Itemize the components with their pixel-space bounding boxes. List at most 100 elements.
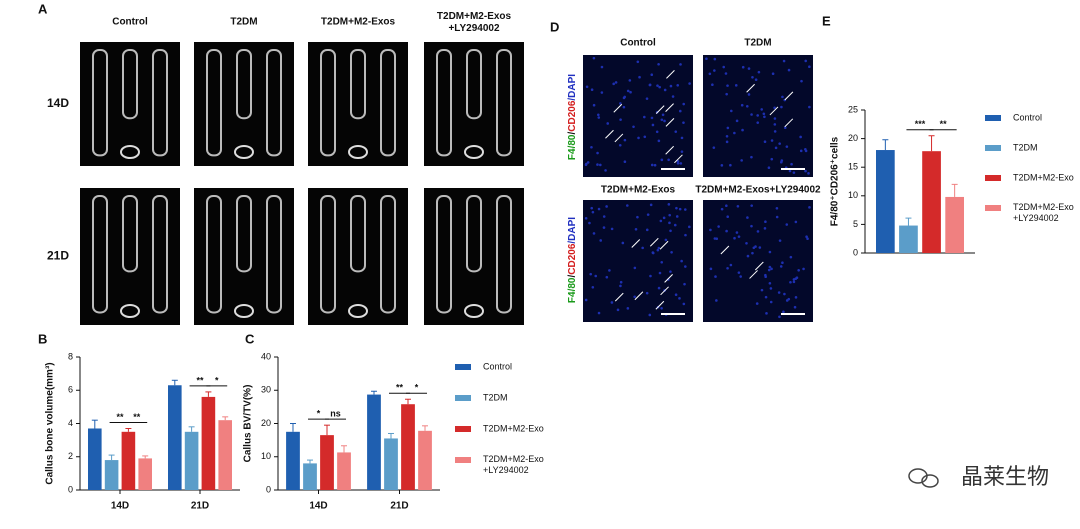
bone-shape [122,49,138,120]
nucleus [680,136,684,140]
nucleus [790,162,793,166]
arrow [784,118,794,128]
nucleus [779,265,783,268]
nucleus [660,307,663,310]
nucleus [783,126,787,130]
legend-label: Control [1013,112,1042,122]
row-label: 14D [47,96,69,110]
nucleus [605,275,609,279]
arrow [634,291,644,301]
nucleus [764,273,767,277]
nucleus [600,91,604,94]
bar [418,430,432,490]
nucleus [678,109,682,113]
bar [286,431,300,490]
nucleus [726,266,729,270]
y-tick-label: 15 [848,162,858,172]
nucleus [763,227,767,230]
nucleus [739,275,742,278]
nucleus [737,235,741,238]
nucleus [597,207,601,211]
arrow [665,118,675,127]
nucleus [680,150,684,153]
nucleus [746,216,749,219]
nucleus [590,206,594,210]
panel-label: E [822,13,831,28]
nucleus [650,73,654,77]
bar [367,394,381,490]
nucleus [602,226,606,229]
nucleus [592,56,596,60]
nucleus [636,60,640,64]
nucleus [775,215,779,219]
y-tick-label: 4 [68,418,73,428]
significance-label: ** [116,412,124,422]
nucleus [633,295,636,299]
arrow [655,300,665,310]
bar [320,435,334,490]
nucleus [737,271,741,274]
bone-shape [92,49,108,157]
bone-section [464,304,484,318]
nucleus [660,260,664,264]
column-header: T2DM+M2-Exos+LY294002 [695,185,821,196]
y-axis-label: Callus BV/TV(%) [243,385,254,463]
y-tick-label: 2 [68,451,73,461]
nucleus [740,103,744,107]
nucleus [657,139,661,143]
stain-part: F4/80 [567,277,578,303]
arrow [655,105,665,114]
nucleus [678,207,682,211]
significance-label: * [415,383,419,393]
nucleus [600,65,604,69]
nucleus [645,228,649,232]
nucleus [726,215,730,219]
stain-part: /DAPI [567,74,578,101]
arrow [665,103,674,112]
stain-part: CD206 [567,243,578,275]
nucleus [736,204,740,208]
y-tick-label: 8 [68,351,73,361]
nucleus [768,250,772,254]
bar [201,396,216,490]
nucleus [663,88,667,92]
nucleus [785,223,789,226]
arrow [769,106,779,116]
bar [922,151,941,253]
nucleus [650,116,654,120]
bar [184,431,199,490]
nucleus [756,230,760,233]
nucleus [616,308,620,312]
nucleus [725,92,728,96]
nucleus [636,215,639,219]
nucleus [623,160,627,164]
nucleus [656,84,659,87]
nucleus [684,265,687,268]
bone-section [120,304,140,318]
nucleus [676,83,680,87]
nucleus [800,79,803,83]
nucleus [722,65,726,69]
nucleus [648,313,652,317]
nucleus [622,105,626,109]
nucleus [671,95,675,98]
nucleus [676,160,680,163]
arrow [659,240,669,250]
stain-label: F4/80/CD206/DAPI [567,74,578,160]
bone-shape [320,195,336,314]
nucleus [783,292,786,296]
nucleus [713,237,717,240]
bone-section [348,145,368,159]
legend-label: T2DM+M2-Exo +LY294002 [1013,202,1074,223]
nucleus [602,215,606,218]
legend-swatch [985,145,1001,151]
legend-label: Control [483,361,512,371]
arrow [605,129,614,139]
nucleus [793,305,797,309]
nucleus [782,59,786,63]
nucleus [808,105,811,109]
significance-label: ** [396,383,404,393]
nucleus [799,135,802,139]
nucleus [674,293,678,297]
panel-label: A [38,1,48,16]
